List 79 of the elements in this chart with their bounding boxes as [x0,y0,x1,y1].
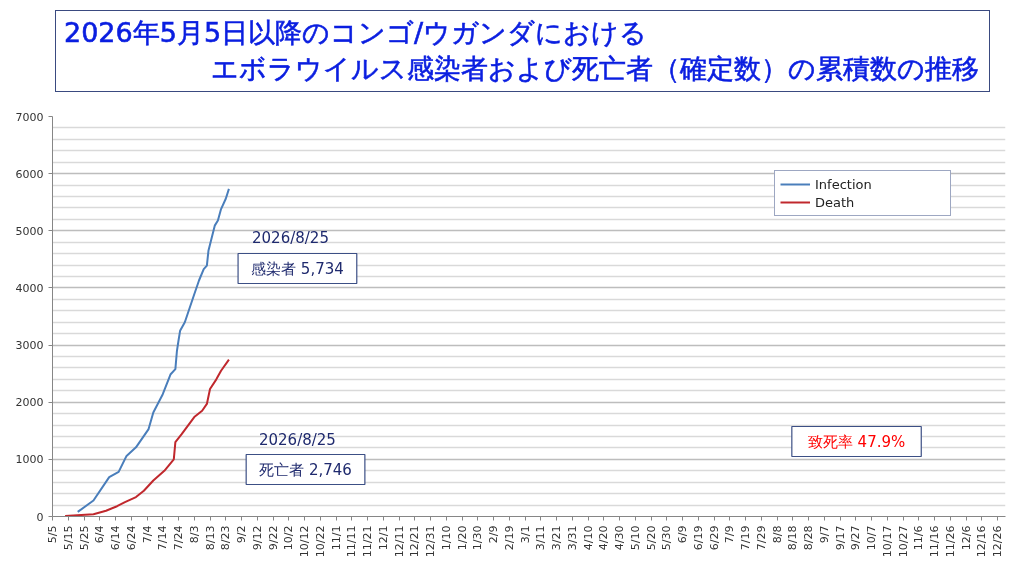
x-tick-label: 5/25 [77,525,91,551]
x-tick-label: 8/18 [786,525,800,551]
x-tick-label: 12/6 [959,525,973,551]
x-tick-label: 4/10 [581,525,595,551]
x-tick-label: 7/14 [156,525,170,551]
x-tick-label: 8/28 [802,525,816,551]
x-tick-label: 7/4 [140,525,154,544]
x-tick-label: 7/24 [172,525,186,551]
y-tick-label: 4000 [15,281,44,295]
chart-title: 2026年5月5日以降のコンゴ/ウガンダにおけるエボラウイルス感染者および死亡者（確定数）の累積数の推移 [64,16,979,86]
x-tick-label: 8/13 [203,525,217,551]
x-tick-label: 8/3 [187,525,201,544]
x-tick-label: 11/26 [943,525,957,558]
x-tick-label: 5/10 [628,525,642,551]
y-tick-label: 1000 [15,453,44,467]
x-tick-label: 6/24 [124,525,138,551]
annotation: 感染者 5,734 [251,259,344,278]
x-tick-label: 9/17 [833,525,847,551]
x-tick-label: 10/17 [880,525,894,558]
x-tick-label: 5/30 [660,525,674,551]
x-tick-label: 6/4 [93,525,107,544]
x-tick-label: 5/5 [46,525,59,544]
legend-label: Infection [815,176,873,192]
annotation: 致死率 47.9% [807,432,906,451]
x-tick-label: 4/30 [613,525,627,551]
x-tick-label: 11/1 [329,525,343,551]
x-tick-label: 1/20 [455,525,469,551]
y-tick-label: 2000 [15,396,44,410]
x-tick-label: 2/19 [502,525,516,551]
x-tick-label: 9/27 [849,525,863,551]
x-tick-label: 9/22 [266,525,280,551]
x-tick-label: 9/7 [817,525,831,544]
x-tick-label: 7/9 [723,525,737,544]
x-tick-label: 3/1 [518,525,532,544]
x-tick-label: 10/22 [313,525,327,558]
x-tick-label: 7/19 [739,525,753,551]
x-tick-label: 7/29 [754,525,768,551]
x-tick-label: 9/2 [235,525,249,544]
x-tick-label: 11/11 [345,525,359,558]
x-tick-label: 12/11 [392,525,406,558]
x-tick-label: 9/12 [250,525,264,551]
x-tick-label: 12/16 [975,525,989,558]
x-tick-label: 10/12 [298,525,312,558]
x-tick-label: 5/15 [61,525,75,551]
annotation: 2026/8/25 [258,430,336,449]
legend-label: Death [815,194,856,210]
x-tick-label: 8/8 [770,525,784,544]
y-tick-label: 3000 [15,339,44,353]
x-tick-label: 11/6 [912,525,926,551]
x-tick-label: 12/31 [424,525,438,558]
x-tick-label: 10/7 [865,525,879,551]
x-tick-label: 1/30 [471,525,485,551]
y-tick-label: 0 [36,510,44,524]
x-tick-label: 6/14 [109,525,123,551]
x-tick-label: 12/26 [991,525,1005,558]
x-tick-label: 1/10 [439,525,453,551]
x-tick-label: 12/21 [408,525,422,558]
y-tick-label: 6000 [15,167,44,181]
x-tick-label: 11/16 [928,525,942,558]
x-tick-label: 3/31 [565,525,579,551]
x-tick-label: 10/2 [282,525,296,551]
x-tick-label: 6/9 [676,525,690,544]
x-tick-label: 4/20 [597,525,611,551]
line-series [64,358,230,517]
x-tick-label: 12/1 [376,525,390,551]
y-tick-label: 5000 [15,224,44,238]
x-tick-label: 8/23 [219,525,233,551]
line-series [76,187,230,513]
x-tick-label: 6/19 [691,525,705,551]
x-tick-label: 11/21 [361,525,375,558]
annotation: 死亡者 2,746 [259,460,352,479]
x-tick-label: 3/11 [534,525,548,551]
x-tick-label: 5/20 [644,525,658,551]
x-tick-label: 2/9 [487,525,501,544]
x-tick-label: 3/21 [550,525,564,551]
x-tick-label: 6/29 [707,525,721,551]
annotation: 2026/8/25 [252,228,329,247]
y-tick-label: 7000 [15,110,44,124]
x-tick-label: 10/27 [896,525,910,558]
